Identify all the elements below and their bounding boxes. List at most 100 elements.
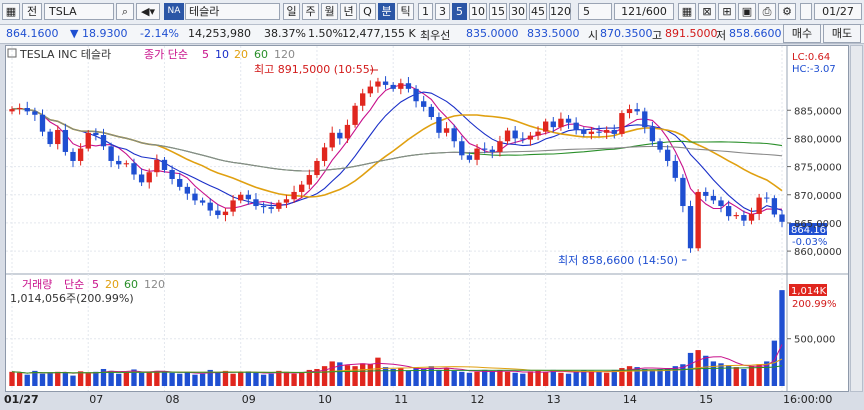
gear-icon[interactable]: ⚙ <box>778 3 796 20</box>
grid-icon[interactable]: ▦ <box>678 3 696 20</box>
volume-bar <box>146 371 152 386</box>
interval-1-button[interactable]: 1 <box>418 3 433 20</box>
volume-bar <box>199 373 206 386</box>
time-label: 07 <box>89 393 104 406</box>
best-label: 최우선 <box>420 29 451 42</box>
quote-bar: 864.1600 ▼ 18.9300 -2.14% 14,253,980 38.… <box>0 24 864 44</box>
crosshair-icon[interactable]: ⊠ <box>698 3 716 20</box>
candle-body <box>756 197 762 214</box>
volume-bar <box>55 371 61 386</box>
time-label: 13 <box>546 393 561 406</box>
period-3-button[interactable]: 년 <box>340 3 357 20</box>
volume-bar <box>626 366 633 386</box>
volume-bar <box>329 361 335 386</box>
date-checkbox[interactable] <box>800 3 812 20</box>
code-prefix[interactable]: 전 <box>22 3 42 20</box>
sell-button[interactable]: 매도 <box>823 24 861 43</box>
volume-bar <box>748 366 755 386</box>
candle-body <box>238 194 244 201</box>
candle-body <box>710 195 717 201</box>
candle-body <box>474 148 480 160</box>
candle-body <box>535 131 541 136</box>
current-price: 864.1600 <box>6 27 59 40</box>
high-annotation: 최고 891,5000 (10:55) <box>254 63 374 76</box>
ma-period-20: 20 <box>234 48 248 61</box>
candle-body <box>649 127 656 142</box>
price-tick-label: 885,0000 <box>794 106 842 117</box>
candle-body <box>725 206 732 217</box>
chart-menu-icon[interactable]: ▦ <box>2 3 20 20</box>
price-tick-label: 870,0000 <box>794 191 842 202</box>
volume-bar <box>77 371 84 386</box>
candle-body <box>664 149 671 161</box>
volume-bar <box>39 373 46 386</box>
interval-30-button[interactable]: 30 <box>509 3 527 20</box>
candle-body <box>695 191 701 249</box>
volume-bar <box>405 370 412 386</box>
volume-bar <box>741 368 747 386</box>
chart-area[interactable]: TESLA INC 테슬라 종가 단순 5 10 20 60 120 LC:0.… <box>5 45 849 392</box>
vertical-scrollbar[interactable] <box>850 45 863 392</box>
volume-bar <box>527 371 534 386</box>
volume-bar <box>504 371 511 386</box>
volume-bar <box>192 374 198 386</box>
period-5-button[interactable]: 분 <box>378 3 395 20</box>
search-icon[interactable]: ⌕ <box>116 3 134 20</box>
volume-bar <box>512 372 518 386</box>
volume-bar <box>398 368 404 386</box>
candle-body <box>321 147 328 161</box>
candle-body <box>337 132 343 139</box>
candle-body <box>603 129 610 133</box>
buy-button[interactable]: 매수 <box>783 24 821 43</box>
interval-120-button[interactable]: 120 <box>549 3 571 20</box>
current-price-label: 864.1600 <box>791 225 839 236</box>
volume-bar <box>207 369 213 386</box>
time-axis: 01/27 07 08 09 10 11 12 13 14 15 16:00:00 <box>0 392 864 410</box>
candle-body <box>581 129 587 134</box>
sound-icon[interactable]: ◀▾ <box>136 3 160 20</box>
time-label: 10 <box>317 393 332 406</box>
period-0-button[interactable]: 일 <box>283 3 300 20</box>
period-6-button[interactable]: 틱 <box>397 3 414 20</box>
volume-value: 14,253,980 <box>188 27 251 40</box>
candle-body <box>77 148 84 161</box>
candle-body <box>421 101 427 107</box>
period-4-button[interactable]: Q <box>359 3 376 20</box>
symbol-input[interactable]: TSLA <box>44 3 114 20</box>
volume-bar <box>116 373 122 386</box>
volume-bar <box>390 368 396 386</box>
print-icon[interactable]: ⎙ <box>758 3 776 20</box>
candle-body <box>184 186 191 194</box>
collapse-icon[interactable] <box>7 48 17 58</box>
candle-body <box>222 211 229 216</box>
candle-body <box>596 131 602 133</box>
current-pct-label: -0.03% <box>792 237 827 248</box>
volume-bar <box>161 371 168 386</box>
candle-body <box>436 117 442 133</box>
volume-bar <box>451 370 457 386</box>
volume-bar <box>177 373 183 386</box>
date-field[interactable]: 01/27 <box>814 3 862 20</box>
volume-bar <box>85 372 91 386</box>
save-icon[interactable]: ▣ <box>738 3 756 20</box>
period-2-button[interactable]: 월 <box>321 3 338 20</box>
interval-5-button[interactable]: 5 <box>452 3 467 20</box>
period-1-button[interactable]: 주 <box>302 3 319 20</box>
interval-45-button[interactable]: 45 <box>529 3 547 20</box>
count-total: /600 <box>642 5 667 18</box>
candle-body <box>657 141 663 150</box>
count-field[interactable]: 121/600 <box>614 3 674 20</box>
candle-body <box>62 129 69 152</box>
volume-bar <box>314 368 320 386</box>
candle-body <box>741 215 747 221</box>
volume-bar <box>253 372 259 386</box>
volume-bar <box>16 372 23 386</box>
interval-3-button[interactable]: 3 <box>435 3 450 20</box>
interval-select[interactable]: 5 <box>578 3 612 20</box>
indicator-icon[interactable]: ⊞ <box>718 3 736 20</box>
volume-bar <box>421 368 427 386</box>
interval-15-button[interactable]: 15 <box>489 3 507 20</box>
interval-10-button[interactable]: 10 <box>469 3 487 20</box>
volume-value-label: 1,014,056주(200.99%) <box>10 292 134 305</box>
candle-body <box>672 160 678 178</box>
